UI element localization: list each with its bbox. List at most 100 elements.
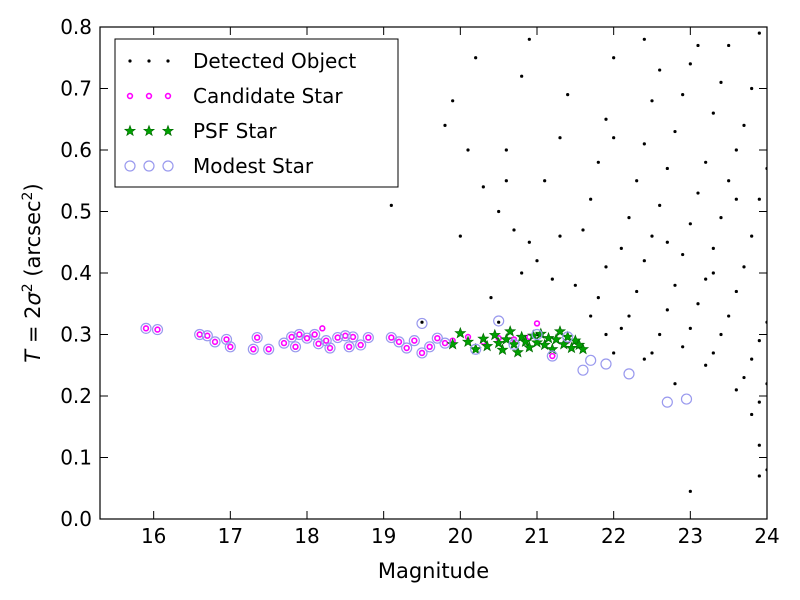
x-tick-label: 20 [448,524,473,548]
circle-point [326,344,334,352]
dot-point [558,234,562,238]
star-point [500,333,513,345]
dot-point [596,296,600,300]
circle-point [342,332,349,339]
circle-point [154,326,161,333]
y-label-sigma: σ [21,292,45,306]
dot-point [727,43,731,48]
legend-ring-marker [143,160,155,172]
dot-point [458,234,462,238]
star-point [488,328,501,341]
dot-point [757,31,761,35]
dot-point [627,314,631,318]
ring-point [201,330,213,342]
y-label-close: ) [21,183,45,191]
dot-point [604,265,608,269]
ring-point [470,343,482,355]
dot-point [604,332,608,337]
ring-point [562,331,574,343]
legend-dot-marker [128,59,132,63]
y-axis-label: T = 2σ2 (arcsec2) [20,183,45,362]
legend-circle-marker [145,92,153,100]
star-point [561,330,574,343]
y-tick-label: 0.3 [60,323,92,347]
dot-point [711,246,715,250]
y-tick-label: 0.7 [60,77,92,101]
star-point [446,337,459,350]
dot-point [665,166,669,171]
dot-point [681,252,685,257]
ring-point [151,323,164,336]
y-tick-label: 0.5 [60,200,92,224]
legend-dot-marker [166,59,170,63]
star-point [576,342,590,355]
y-label-sup-sigma: 2 [20,283,36,292]
dot-point [650,234,654,238]
star-point [519,335,532,348]
ring-point [224,341,236,353]
dot-point [742,375,746,380]
ring-point [439,337,451,349]
circle-point [395,338,403,346]
ring-point [347,331,359,343]
dot-point [734,289,738,294]
dot-point [535,259,539,263]
dot-point [474,56,478,60]
star-point [454,326,467,339]
dot-point [612,351,616,355]
dot-point [750,86,754,91]
circle-point [345,343,353,350]
ring-point [355,339,367,351]
dot-point [619,326,623,330]
dot-point [688,222,692,226]
dot-point [681,345,685,349]
ring-point [546,350,558,362]
x-tick-label: 23 [678,524,703,548]
ring-point [251,331,263,344]
ring-point [332,331,344,344]
dot-point [581,228,585,232]
x-tick-label: 19 [371,524,396,548]
ring-point [416,347,428,359]
circle-point [388,334,395,341]
dot-point [619,246,623,250]
dot-point [734,197,738,201]
circle-point [311,331,318,338]
star-point [534,327,547,340]
dot-point [497,320,501,324]
ring-point [408,335,420,347]
ring-point [343,341,355,353]
dot-point [504,179,508,183]
dot-point [596,160,600,164]
ring-point [577,364,589,376]
dot-point [727,179,731,183]
star-point [530,336,544,348]
circle-point [288,333,295,341]
ring-point [493,315,505,327]
star-point [550,333,563,345]
circle-point [322,337,330,344]
circle-point [315,340,322,347]
ring-point [416,317,428,330]
dot-point [589,197,593,201]
dot-point [665,240,669,244]
x-axis-label: Magnitude [378,559,489,583]
ring-point [508,338,520,350]
dot-point [734,148,738,152]
dot-point [711,351,715,355]
dot-point [750,357,754,361]
dot-point [673,129,677,134]
y-label-sup-arcsec: 2 [20,192,36,201]
star-point [496,343,509,356]
dot-point [704,277,708,281]
ring-point [312,338,325,350]
dot-point [635,289,639,294]
dot-point [757,339,761,343]
ring-point [339,330,351,342]
circle-point [418,349,426,357]
ring-point [140,322,152,334]
dot-point [757,400,761,404]
circle-point [319,325,326,332]
dot-point [566,93,570,97]
dot-point [757,474,761,478]
